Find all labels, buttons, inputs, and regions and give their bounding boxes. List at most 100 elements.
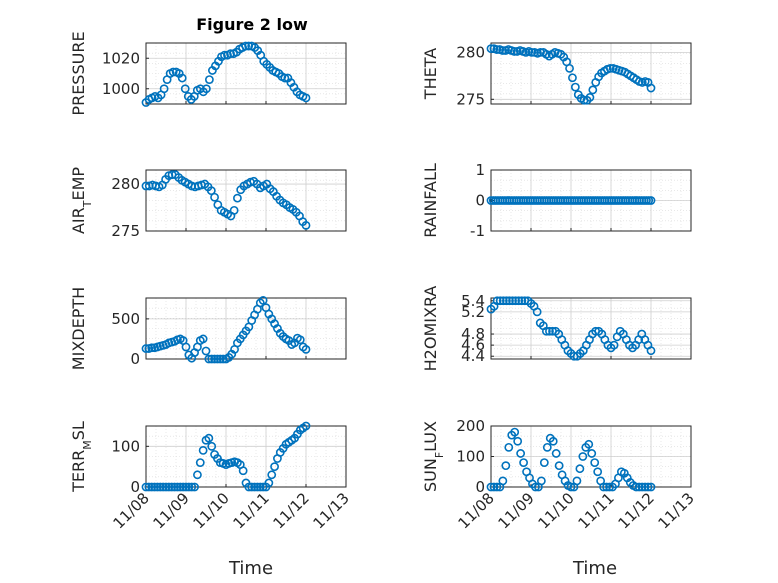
data-point (584, 439, 594, 449)
data-point (513, 436, 523, 446)
data-point (527, 47, 537, 57)
data-point (159, 84, 169, 94)
data-point (301, 344, 311, 354)
data-point (213, 354, 222, 364)
data-point (578, 452, 588, 461)
x-tick-label: 11/09 (495, 489, 538, 532)
data-point (501, 461, 511, 471)
data-point (295, 335, 305, 345)
data-point (599, 482, 608, 492)
data-point (498, 46, 508, 55)
y-axis-label-terrmsl: TERRMSL (69, 421, 94, 493)
y-axis-label-sunflux: SUNFLUX (421, 421, 446, 492)
data-point (264, 478, 274, 488)
data-point (187, 482, 197, 492)
x-tick-label: 11/10 (535, 489, 578, 532)
data-point (241, 41, 251, 51)
data-point (495, 296, 505, 306)
y-axis-label-pressure: PRESSURE (69, 31, 88, 115)
data-point (593, 467, 603, 477)
data-point (207, 354, 217, 364)
y-tick-label: -1 (470, 222, 485, 240)
axes-frame (490, 42, 692, 105)
data-point (144, 482, 154, 492)
data-point (226, 49, 235, 59)
data-point (153, 482, 162, 492)
data-point (509, 47, 519, 56)
data-point (541, 326, 551, 336)
data-point (634, 482, 644, 492)
data-point (498, 296, 508, 306)
y-tick-label: 280 (111, 175, 140, 193)
data-point (505, 296, 514, 306)
subplot-sunflux: 0100200SUNFLUX11/0811/0911/1011/1111/121… (421, 417, 698, 532)
data-point (150, 482, 159, 492)
data-point (554, 461, 564, 471)
data-point (198, 445, 208, 455)
data-point (566, 482, 576, 492)
data-point (190, 482, 199, 492)
data-point (201, 84, 211, 94)
x-tick-label: 11/10 (190, 489, 233, 532)
y-tick-label: 4.8 (461, 325, 485, 343)
data-point (173, 482, 182, 492)
subplot-terrmsl: 0100TERRMSL11/0811/0911/1011/1111/1211/1… (69, 421, 353, 532)
data-point (210, 354, 219, 364)
x-tick-label: 11/11 (575, 489, 618, 532)
y-tick-label: 4.4 (461, 347, 485, 365)
data-point (519, 458, 528, 467)
data-point (602, 482, 611, 492)
data-point (255, 482, 265, 492)
data-point (542, 442, 552, 452)
data-point (247, 482, 257, 492)
data-point (198, 334, 208, 344)
data-point (568, 73, 577, 83)
data-point (570, 82, 580, 92)
data-point (167, 482, 177, 492)
y-tick-label: 0 (475, 192, 485, 210)
data-point (207, 441, 217, 451)
x-tick-label: 11/12 (270, 489, 313, 532)
data-point (244, 41, 254, 51)
y-tick-label: 100 (111, 437, 140, 455)
data-point (646, 346, 656, 356)
data-point (551, 449, 561, 458)
y-axis-label-rainfall: RAINFALL (421, 163, 440, 238)
y-tick-label: 4.6 (461, 336, 485, 354)
data-point (178, 482, 188, 492)
data-point (498, 476, 508, 486)
data-point (229, 205, 239, 215)
data-point (539, 458, 549, 467)
data-point (175, 482, 185, 492)
data-point (181, 342, 191, 352)
figure-title: Figure 2 low (196, 15, 308, 34)
x-tick-label: 11/13 (655, 489, 698, 532)
data-point (158, 482, 168, 492)
data-point (141, 482, 151, 492)
data-point (180, 84, 190, 94)
data-point (572, 476, 582, 486)
data-point (147, 482, 157, 492)
data-point (141, 344, 151, 353)
data-point (193, 470, 202, 480)
data-point (609, 340, 619, 350)
data-point (588, 85, 598, 95)
y-tick-label: 200 (456, 417, 485, 435)
data-point (585, 93, 595, 102)
y-tick-label: 275 (456, 90, 485, 108)
data-point (195, 458, 205, 467)
y-tick-label: 0 (130, 478, 140, 496)
x-tick-label: 11/11 (230, 489, 273, 532)
data-point (301, 93, 311, 103)
data-point (631, 482, 641, 492)
y-tick-label: 100 (456, 448, 485, 466)
data-point (637, 482, 647, 492)
data-point (516, 449, 526, 458)
data-point (270, 462, 279, 472)
data-point (204, 354, 214, 364)
data-point (643, 482, 653, 492)
x-tick-label: 11/09 (150, 489, 193, 532)
axes-frame (490, 297, 692, 360)
